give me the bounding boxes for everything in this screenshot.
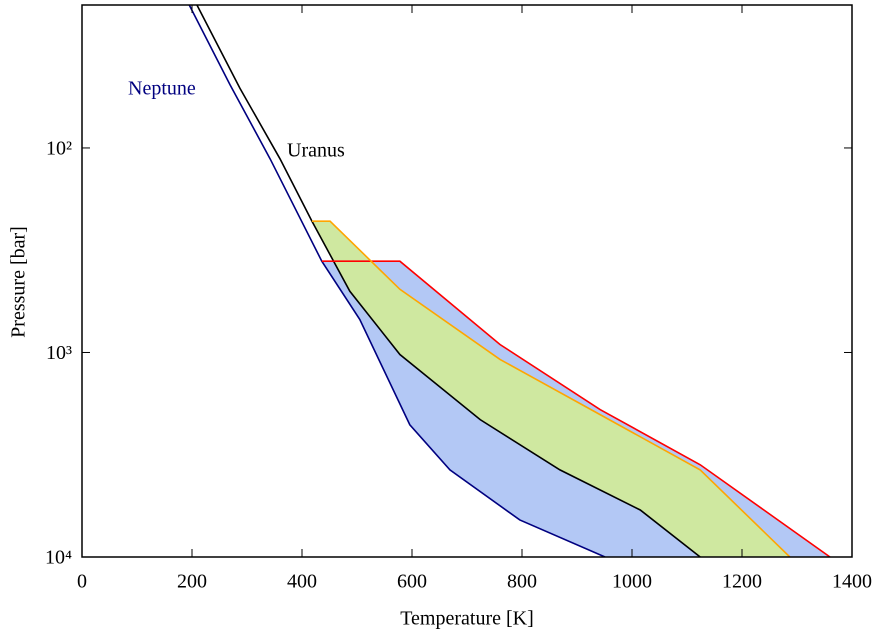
x-tick-label: 0 xyxy=(77,571,87,593)
x-axis-label: Temperature [K] xyxy=(400,608,534,630)
y-axis-label: Pressure [bar] xyxy=(8,226,30,338)
y-tick-label: 10³ xyxy=(46,342,72,364)
y-tick-label: 10⁴ xyxy=(45,547,72,569)
plot-frame xyxy=(81,4,853,558)
x-tick-label: 1200 xyxy=(722,571,762,593)
x-tick-label: 1400 xyxy=(832,571,872,593)
series-line xyxy=(311,220,791,557)
x-tick-label: 600 xyxy=(397,571,427,593)
x-tick-label: 1000 xyxy=(612,571,652,593)
plot-area xyxy=(188,5,831,557)
series-label: Uranus xyxy=(287,140,345,162)
series-line xyxy=(188,5,606,557)
series-line xyxy=(196,5,701,557)
y-tick-label: 10² xyxy=(46,138,72,160)
x-tick-label: 800 xyxy=(507,571,537,593)
series-line xyxy=(321,260,831,557)
series-label: Neptune xyxy=(128,78,196,100)
x-tick-label: 200 xyxy=(177,571,207,593)
x-tick-label: 400 xyxy=(287,571,317,593)
fill-area xyxy=(311,221,790,557)
